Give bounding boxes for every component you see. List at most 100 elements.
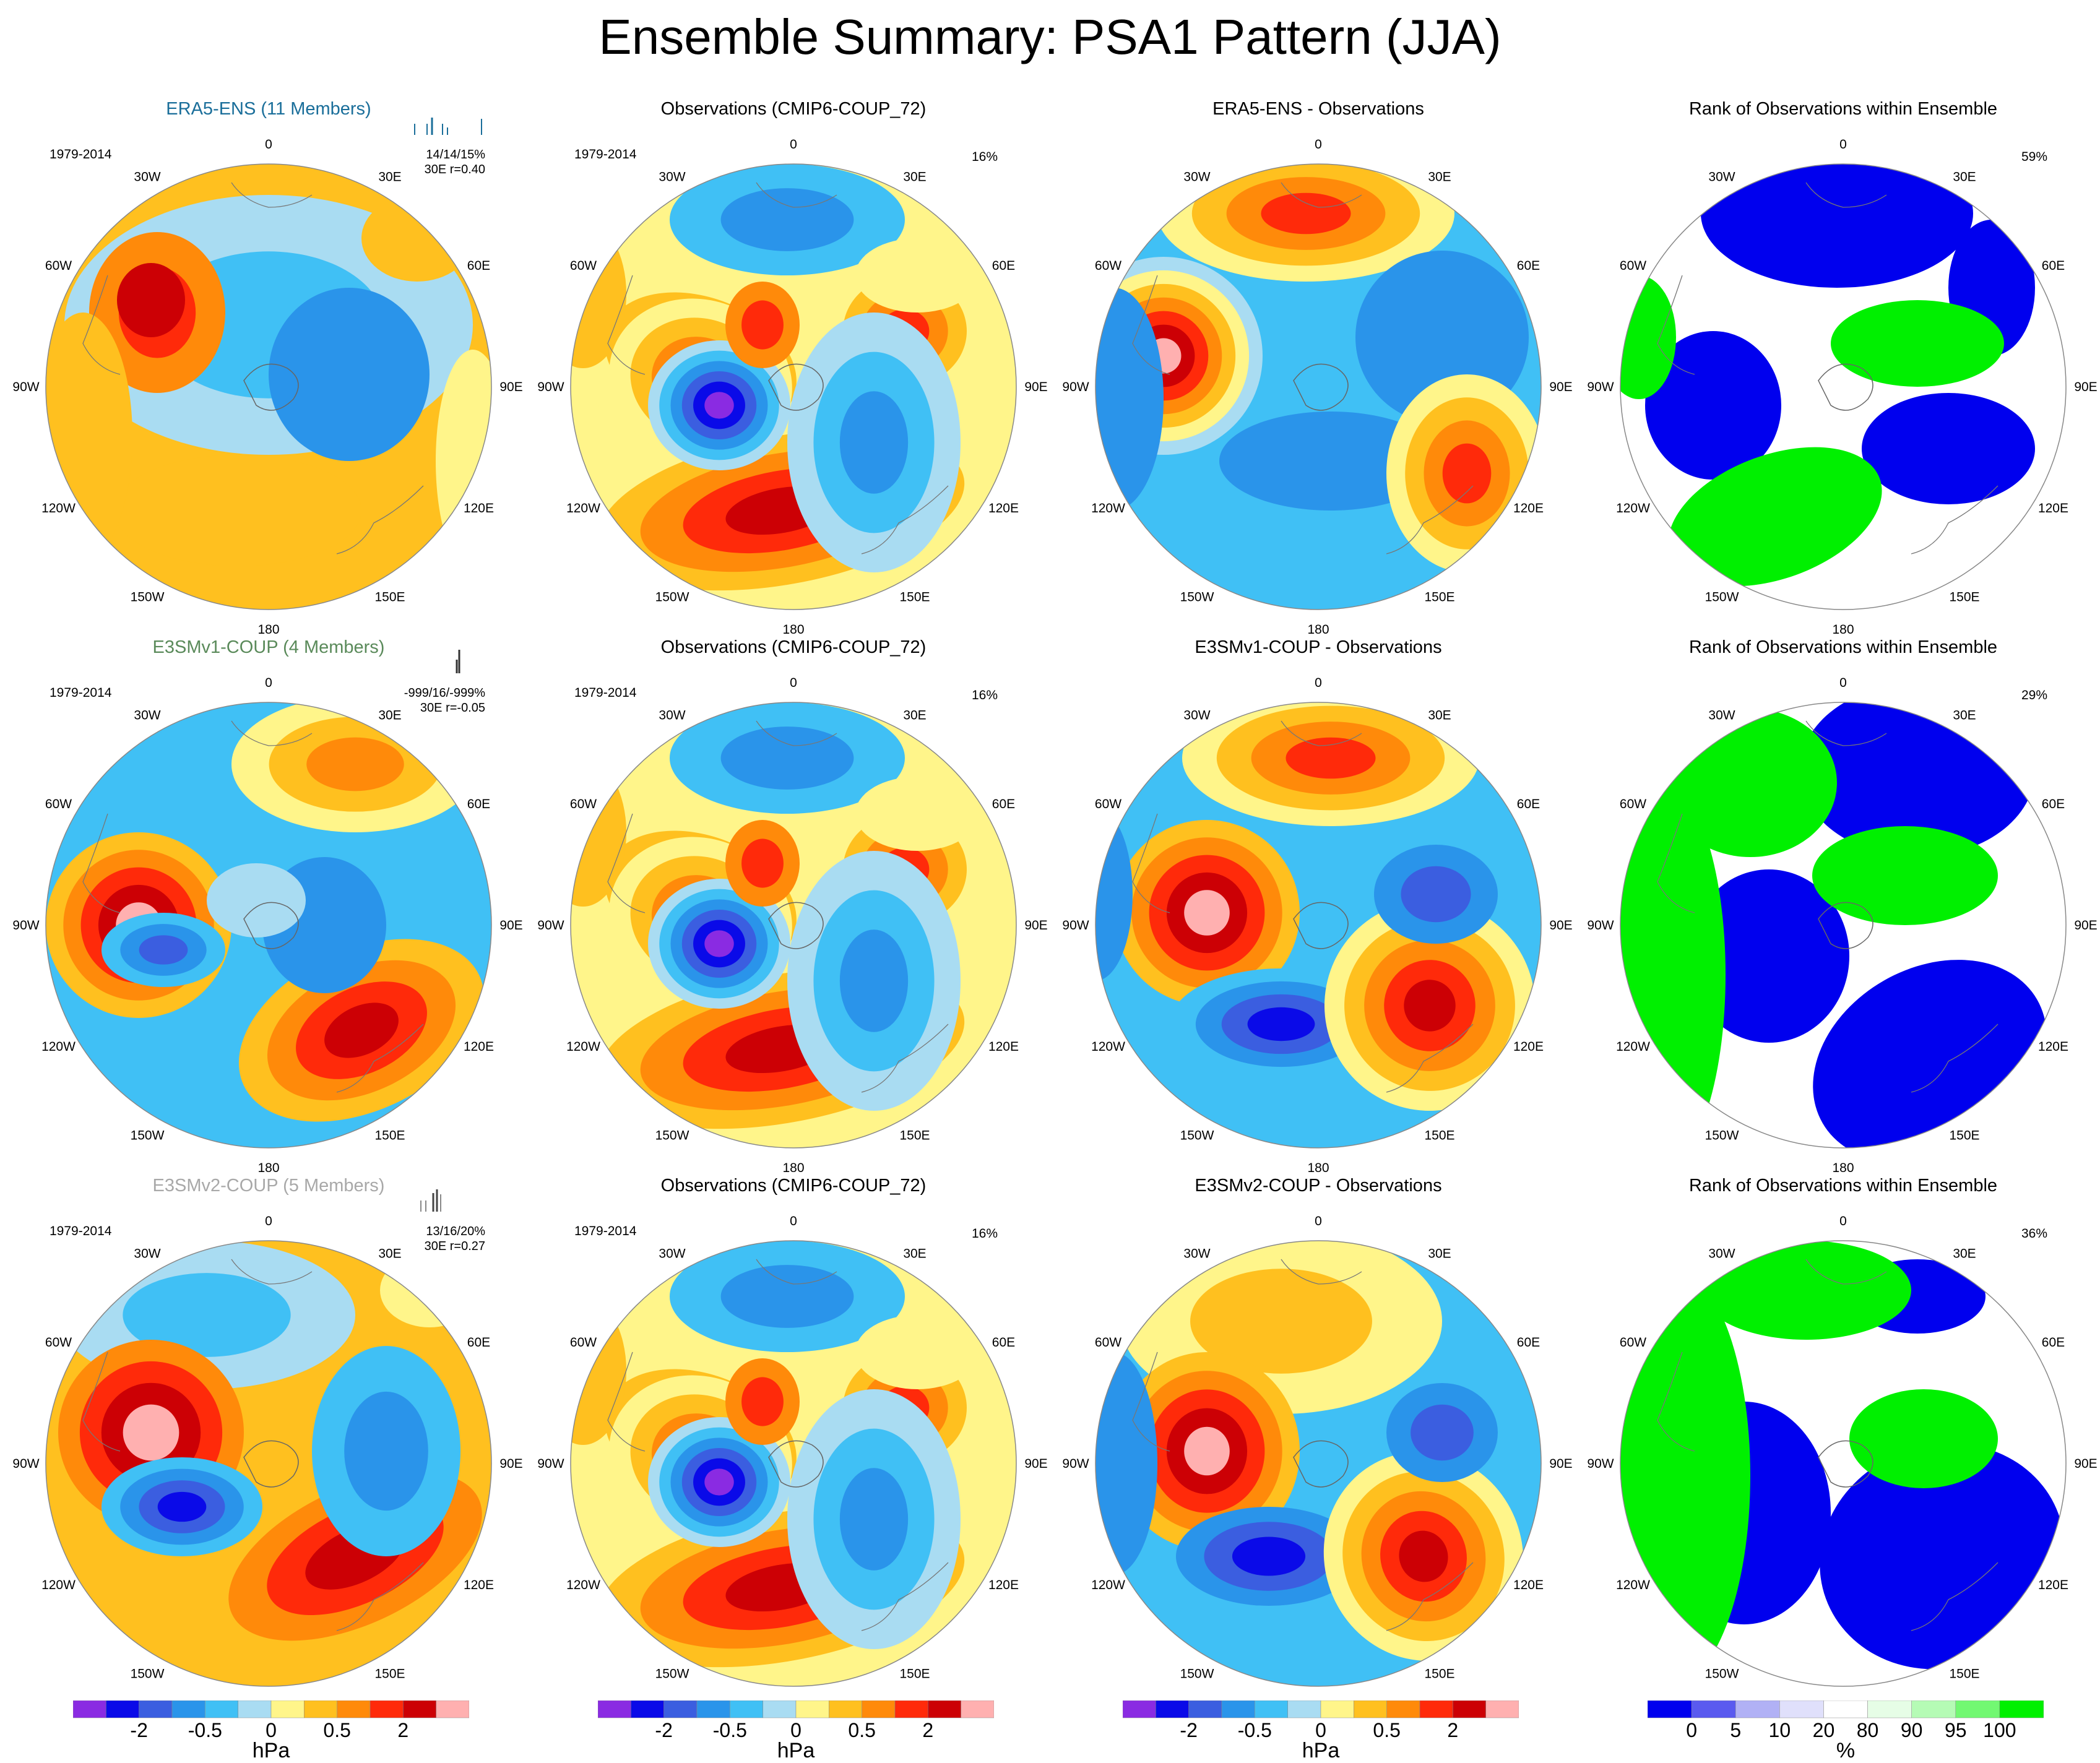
longitude-label: 120W <box>566 1578 600 1592</box>
colorbar-tick-label: 90 <box>1900 1719 1923 1741</box>
colorbar-swatch <box>829 1700 862 1718</box>
contour-3-0 <box>1219 412 1442 511</box>
longitude-label: 30E <box>378 709 401 723</box>
stats-line2: 30E r=0.27 <box>371 1239 485 1254</box>
contour-4-1 <box>1401 866 1471 923</box>
colorbar-tick-label: 0.5 <box>1373 1719 1401 1741</box>
contour-2-2 <box>139 935 188 965</box>
period-label: 1979-2014 <box>50 147 112 162</box>
colorbar-swatch <box>1123 1700 1156 1718</box>
longitude-label: 120E <box>2038 501 2068 515</box>
contour-5-0 <box>114 455 361 566</box>
colorbar-swatch <box>369 1700 404 1718</box>
longitude-label: 150E <box>899 590 930 604</box>
longitude-label: 60E <box>992 797 1015 811</box>
longitude-label: 0 <box>790 1214 797 1228</box>
rank-region-1 <box>1688 869 1849 1043</box>
colorbar-tick-label: 0 <box>1686 1719 1698 1741</box>
colorbar-tick-label: -2 <box>655 1719 673 1741</box>
colorbar-tick-label: -0.5 <box>712 1719 747 1741</box>
polar-map: 0 30E 60E 90E 120E 150E 180 150W 120W 90W 60W 30W <box>537 676 1047 1175</box>
coastline-south-america <box>82 275 121 375</box>
longitude-label: 90E <box>2074 918 2097 933</box>
longitude-label: 120E <box>464 1578 494 1592</box>
coastline-south-america <box>1657 275 1695 375</box>
longitude-label: 120E <box>2038 1040 2068 1054</box>
panel-title: Observations (CMIP6-COUP_72) <box>660 1176 927 1196</box>
colorbar-tick-label: 5 <box>1730 1719 1742 1741</box>
colorbar-swatch <box>862 1700 896 1718</box>
panel-title: Observations (CMIP6-COUP_72) <box>660 637 927 657</box>
longitude-label: 0 <box>265 676 272 690</box>
colorbar-swatch <box>928 1700 961 1718</box>
panel-title: E3SMv1-COUP (4 Members) <box>152 637 385 657</box>
longitude-label: 60W <box>45 259 72 273</box>
variance-percent: 16% <box>972 150 998 164</box>
panel-observations-row3: Observations (CMIP6-COUP_72) 1979-2014 1… <box>531 1176 1056 1714</box>
colorbar-swatch <box>1453 1700 1486 1718</box>
coastline-africa <box>1805 1259 1887 1285</box>
contour-0-3 <box>1261 192 1351 235</box>
panel-ensemble-row2: E3SMv1-COUP (4 Members) 1979-2014 -999/1… <box>6 637 531 1176</box>
longitude-label: 90W <box>537 1457 564 1471</box>
longitude-label: 120E <box>988 1040 1019 1054</box>
colorbar-unit: hPa <box>777 1739 815 1762</box>
colorbar-swatch <box>1320 1700 1354 1718</box>
colorbar-swatch <box>270 1700 305 1718</box>
variance-percent: 16% <box>972 1226 998 1241</box>
longitude-label: 30W <box>659 709 685 723</box>
longitude-label: 90W <box>1587 918 1614 933</box>
member-tick-marks <box>414 118 482 135</box>
longitude-label: 150W <box>1705 1128 1739 1142</box>
stats-prefix: 30E <box>424 1239 447 1253</box>
longitude-label: 150E <box>1424 1128 1454 1142</box>
correlation-value: r=-0.05 <box>446 701 485 715</box>
colorbar-swatch <box>1648 1700 1692 1718</box>
stats-prefix: 30E <box>424 163 447 176</box>
map-border <box>1620 163 2067 610</box>
member-tick-marks <box>456 650 460 673</box>
longitude-label: 120W <box>41 1040 76 1054</box>
contour-3-4 <box>1404 980 1456 1032</box>
contour-3-5 <box>704 930 734 957</box>
contour-5-0 <box>380 1253 479 1327</box>
coastline-australia <box>1386 1562 1474 1631</box>
polar-map: 0 30E 60E 90E 120E 150E 180 150W 120W 90W 60W 30W <box>1062 137 1572 637</box>
longitude-label: 180 <box>1307 1161 1329 1175</box>
contour-6-1 <box>741 838 784 888</box>
coastline-australia <box>1911 1562 1998 1631</box>
longitude-label: 120W <box>1616 501 1650 515</box>
longitude-label: 60W <box>1620 259 1646 273</box>
contour-6-0 <box>46 313 132 560</box>
coastline-australia <box>861 485 949 554</box>
longitude-label: 150E <box>1949 1666 1979 1681</box>
longitude-label: 120W <box>1616 1040 1650 1054</box>
contour-4-0 <box>361 195 473 282</box>
coastline-south-america <box>1132 275 1170 375</box>
contour-8-0 <box>855 1315 979 1389</box>
rank-region-4 <box>1812 826 1998 925</box>
colorbar-anomaly-1: -2 -0.5 0 0.5 2 hPa <box>73 1700 469 1762</box>
panel-difference-row1: ERA5-ENS - Observations 0 30E 60E 90E 120E 15… <box>1056 99 1581 637</box>
rank-region-3 <box>1862 393 2035 504</box>
longitude-label: 60E <box>1517 797 1540 811</box>
map-border <box>570 163 1017 610</box>
longitude-label: 30W <box>1183 170 1210 184</box>
longitude-label: 60W <box>1620 1335 1646 1350</box>
map-border <box>570 1240 1017 1687</box>
longitude-label: 90E <box>1549 1457 1572 1471</box>
rank-region-6 <box>1620 275 1676 399</box>
coastline-antarctica <box>1818 1440 1873 1488</box>
period-label: 1979-2014 <box>574 147 637 162</box>
longitude-label: 150E <box>1949 590 1979 604</box>
longitude-label: 60W <box>1620 797 1646 811</box>
contour-3-5 <box>704 1468 734 1496</box>
longitude-label: 60W <box>1095 797 1121 811</box>
coastline-africa <box>1281 182 1362 208</box>
colorbar-swatch <box>1221 1700 1255 1718</box>
coastline-south-america <box>607 1351 646 1452</box>
longitude-label: 60E <box>992 259 1015 273</box>
rank-percent: 59% <box>2021 150 2048 164</box>
longitude-label: 90W <box>12 380 39 394</box>
colorbar-swatch <box>631 1700 664 1718</box>
